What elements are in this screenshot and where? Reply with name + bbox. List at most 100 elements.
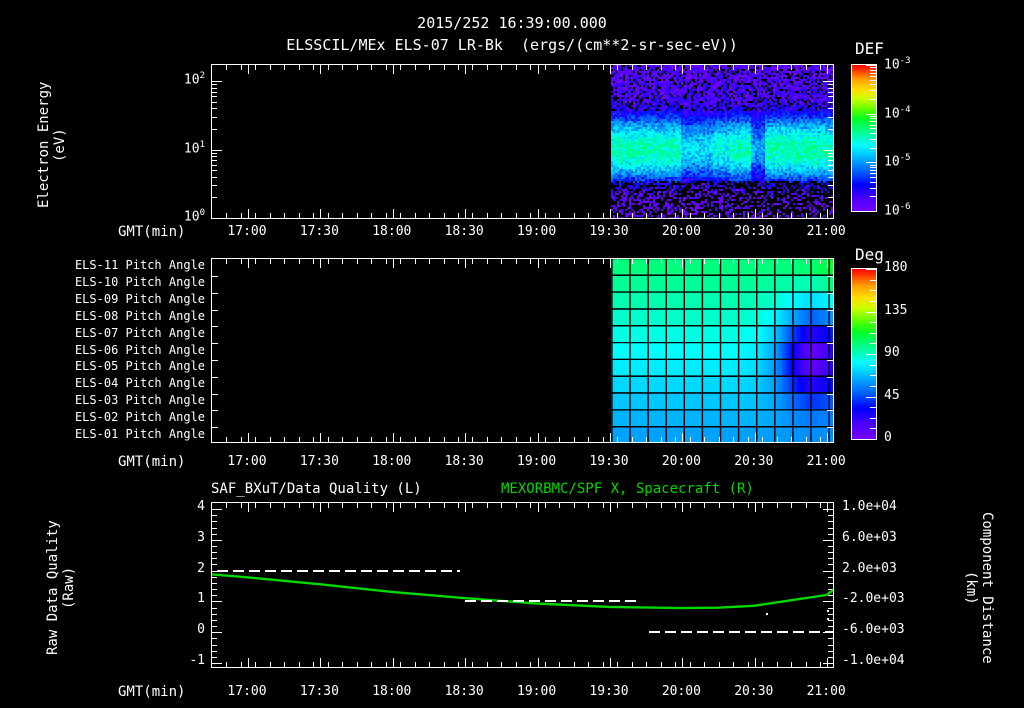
x-tick-minor (617, 503, 619, 508)
x-tick-major (682, 209, 684, 218)
x-tick-minor (400, 213, 401, 218)
y-tick (212, 156, 217, 158)
bottom-xtick-label: 19:00 (517, 684, 557, 699)
bottom-ytick-label-left: 4 (197, 499, 205, 514)
x-tick-minor (689, 503, 691, 508)
x-tick-major (248, 658, 249, 667)
deg-colorbar-tick-minor (870, 332, 877, 334)
x-tick-minor (820, 65, 821, 70)
x-tick-minor (718, 213, 720, 218)
x-tick-major (392, 259, 394, 268)
x-tick-minor (486, 65, 488, 70)
x-tick-minor (573, 437, 575, 442)
x-tick-major (392, 433, 394, 442)
def-colorbar-tick-minor (870, 139, 877, 141)
y-tick (828, 558, 833, 560)
x-tick-minor (631, 213, 633, 218)
top-panel-xlabel: GMT(min) (118, 224, 186, 240)
pitch-angle-row-label: ELS-01 Pitch Angle (74, 426, 205, 441)
pitch-angle-row-label: ELS-10 Pitch Angle (74, 275, 205, 290)
x-tick-minor (762, 65, 763, 70)
y-tick (828, 650, 833, 652)
x-tick-minor (313, 437, 315, 442)
y-tick (212, 601, 222, 603)
y-tick (212, 427, 218, 429)
x-tick-minor (327, 503, 329, 508)
def-colorbar-tick-major (866, 65, 877, 66)
x-tick-minor (820, 259, 821, 264)
y-tick (828, 613, 833, 615)
bottom-panel-plotarea (212, 503, 833, 667)
def-colorbar-exponent: -4 (899, 104, 911, 115)
middle-panel-ticks (212, 259, 833, 442)
y-tick (828, 527, 833, 529)
x-tick-major (827, 65, 829, 74)
x-tick-minor (718, 503, 720, 508)
x-tick-minor (689, 259, 691, 264)
def-colorbar-tick-minor (870, 169, 877, 171)
x-tick-minor (458, 65, 459, 70)
y-tick (212, 275, 218, 277)
deg-colorbar-title: Deg (855, 245, 884, 264)
def-colorbar-tick-minor (870, 99, 877, 100)
x-tick-minor (631, 65, 633, 70)
x-tick-major (682, 503, 684, 512)
component-distance-trace (212, 573, 833, 610)
x-tick-minor (704, 503, 706, 508)
x-tick-minor (559, 65, 561, 70)
x-tick-minor (429, 259, 430, 264)
x-tick-minor (747, 662, 749, 667)
x-tick-minor (791, 662, 792, 667)
top-xtick-label: 18:30 (444, 224, 484, 239)
y-tick (212, 564, 217, 566)
y-tick (212, 644, 217, 646)
y-tick (823, 149, 833, 151)
y-tick (827, 343, 833, 345)
x-tick-minor (660, 503, 662, 508)
x-tick-minor (602, 213, 604, 218)
deg-colorbar-tick-minor (870, 300, 877, 302)
y-tick (827, 393, 833, 395)
x-tick-major (465, 658, 467, 667)
x-tick-major (827, 209, 829, 218)
x-tick-minor (747, 213, 749, 218)
x-tick-minor (718, 437, 720, 442)
def-colorbar-tick-minor (870, 147, 877, 149)
x-tick-minor (660, 259, 662, 264)
deg-colorbar-tick-major (866, 269, 877, 270)
middle-xtick-label: 19:30 (589, 454, 629, 469)
y-tick (212, 170, 217, 172)
x-tick-minor (718, 259, 720, 264)
y-tick (212, 152, 217, 154)
x-tick-minor (559, 213, 561, 218)
x-tick-minor (646, 259, 648, 264)
x-tick-minor (602, 662, 604, 667)
y-tick (828, 626, 833, 627)
x-tick-minor (675, 213, 677, 218)
x-tick-major (537, 433, 539, 442)
y-tick (823, 539, 833, 541)
top-ytick-exponent: 0 (199, 208, 205, 218)
y-tick (212, 91, 217, 93)
middle-xtick-label: 19:00 (517, 454, 557, 469)
x-tick-minor (385, 259, 387, 264)
x-tick-minor (573, 503, 575, 508)
x-tick-minor (385, 437, 387, 442)
pitch-angle-panel (211, 258, 834, 443)
x-tick-minor (515, 437, 517, 442)
x-tick-minor (530, 437, 532, 442)
deg-colorbar-tick-minor (870, 428, 877, 430)
middle-xtick-label: 17:00 (227, 454, 267, 469)
electron-energy-spectrogram-panel (211, 64, 834, 219)
deg-colorbar-tick-major (866, 354, 877, 355)
y-tick (212, 185, 217, 187)
def-colorbar-tick-minor (870, 84, 877, 86)
def-colorbar-tick-minor (870, 118, 877, 120)
x-tick-minor (559, 437, 561, 442)
y-tick (212, 619, 217, 621)
y-tick (212, 515, 217, 517)
bottom-xtick-label: 18:00 (372, 684, 412, 699)
x-tick-minor (443, 662, 445, 667)
top-xtick-label: 19:00 (517, 224, 557, 239)
